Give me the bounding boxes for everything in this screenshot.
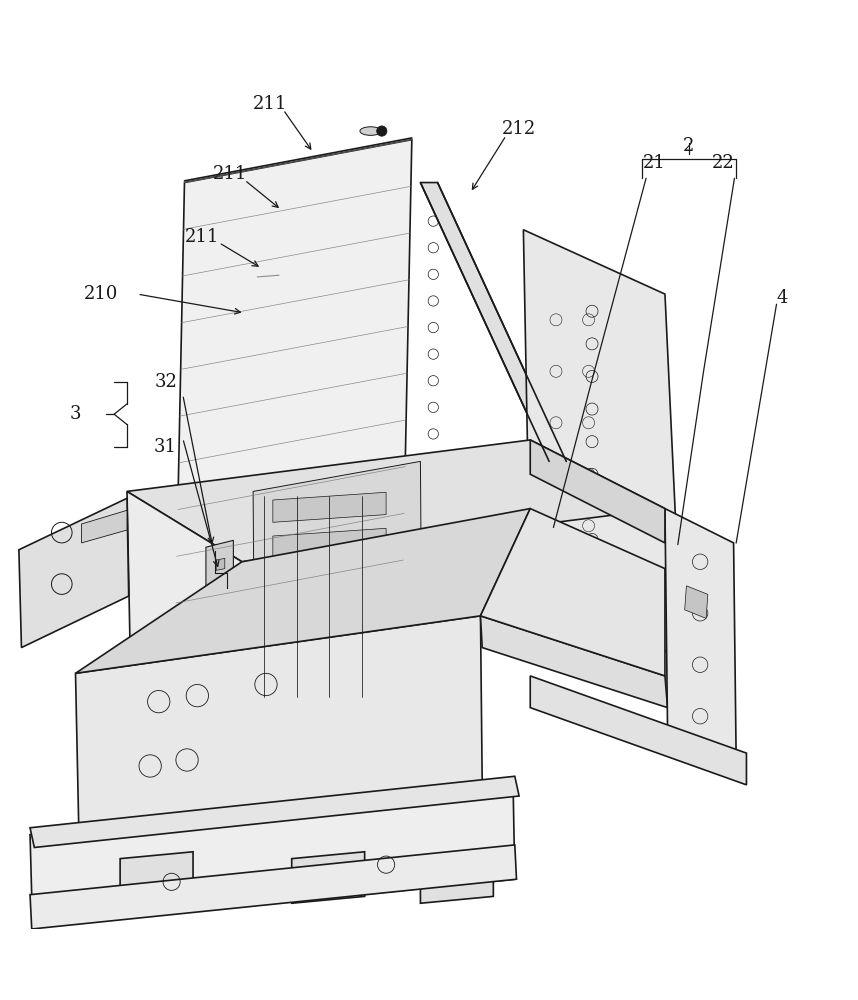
Text: 3: 3	[69, 405, 82, 423]
Polygon shape	[216, 558, 225, 570]
Text: 211: 211	[253, 95, 287, 113]
Polygon shape	[420, 852, 493, 903]
Text: 210: 210	[84, 285, 118, 303]
Polygon shape	[19, 498, 129, 648]
Text: 32: 32	[154, 373, 177, 391]
Polygon shape	[480, 616, 668, 708]
Polygon shape	[273, 564, 386, 594]
Text: 21: 21	[644, 154, 666, 172]
Text: 31: 31	[154, 438, 177, 456]
Text: 212: 212	[502, 120, 536, 138]
Polygon shape	[685, 586, 708, 618]
Polygon shape	[420, 183, 566, 461]
Text: 211: 211	[184, 228, 219, 246]
Polygon shape	[30, 785, 515, 927]
Polygon shape	[273, 636, 386, 666]
Polygon shape	[120, 852, 193, 903]
Polygon shape	[127, 491, 247, 733]
Polygon shape	[530, 676, 746, 785]
Polygon shape	[127, 440, 665, 562]
Ellipse shape	[360, 127, 381, 135]
Polygon shape	[273, 528, 386, 558]
Polygon shape	[273, 492, 386, 522]
Polygon shape	[82, 510, 127, 543]
Polygon shape	[176, 140, 412, 603]
Polygon shape	[76, 616, 482, 836]
Polygon shape	[30, 776, 519, 847]
Text: 211: 211	[213, 165, 247, 183]
Circle shape	[377, 126, 387, 136]
Polygon shape	[273, 600, 386, 630]
Polygon shape	[530, 440, 665, 543]
Polygon shape	[206, 540, 233, 596]
Text: 2: 2	[683, 137, 695, 155]
Polygon shape	[253, 461, 422, 730]
Polygon shape	[480, 509, 665, 676]
Polygon shape	[665, 509, 736, 759]
Polygon shape	[76, 509, 530, 673]
Polygon shape	[523, 230, 682, 659]
Polygon shape	[292, 852, 365, 903]
Text: 4: 4	[776, 289, 789, 307]
Text: 22: 22	[712, 154, 734, 172]
Polygon shape	[30, 845, 517, 929]
